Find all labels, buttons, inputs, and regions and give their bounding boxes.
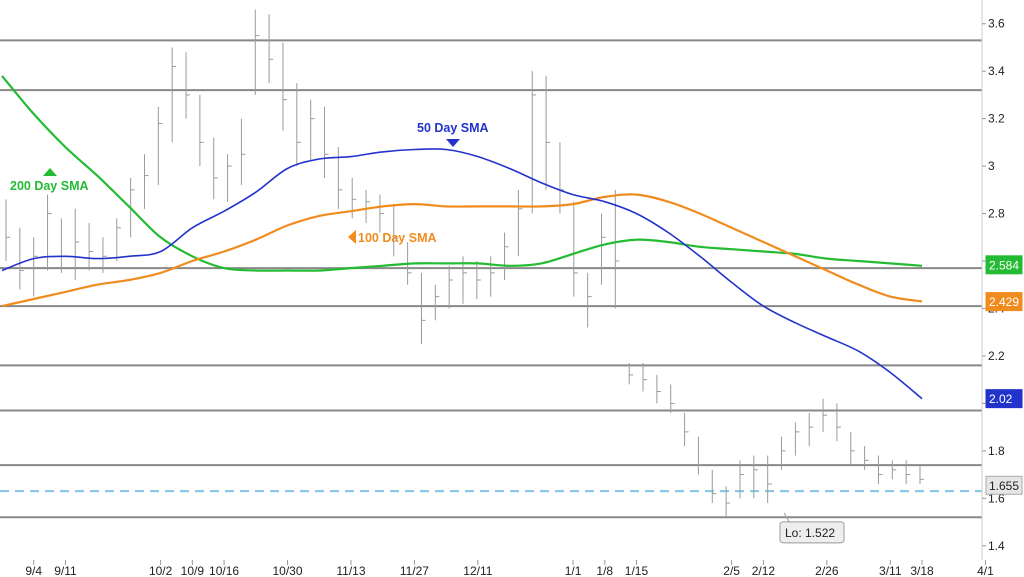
50-day-sma-down-triangle-icon xyxy=(446,139,460,147)
price-badge-label-3: 1.655 xyxy=(989,479,1019,493)
sma-lines xyxy=(1,75,923,400)
100-day-sma-left-triangle-icon xyxy=(348,230,356,244)
200-day-sma-annotation: 200 Day SMA xyxy=(10,179,89,193)
y-tick-label-4: 2.2 xyxy=(988,349,1005,363)
x-tick-label-13: 2/12 xyxy=(752,564,776,577)
y-tick-label-11: 3.6 xyxy=(988,17,1005,31)
price-badge-0 xyxy=(985,255,1023,275)
y-tick-label-7: 2.8 xyxy=(988,207,1005,221)
x-tick-label-7: 11/27 xyxy=(400,564,429,577)
y-tick-label-10: 3.4 xyxy=(988,64,1005,78)
x-tick-label-11: 1/15 xyxy=(625,564,649,577)
y-tick-label-2: 1.8 xyxy=(988,444,1005,458)
low-label: Lo: 1.522 xyxy=(785,526,835,540)
price-badge-label-0: 2.584 xyxy=(989,258,1019,272)
price-badge-3 xyxy=(985,475,1023,495)
x-tick-label-15: 3/11 xyxy=(879,564,902,577)
y-tick-label-9: 3.2 xyxy=(988,112,1005,126)
x-tick-label-12: 2/5 xyxy=(723,564,740,577)
price-badges: 2.584 2.429 2.02 1.655 xyxy=(985,255,1023,495)
x-tick-label-1: 9/11 xyxy=(54,564,77,577)
x-tick-label-3: 10/9 xyxy=(181,564,205,577)
price-badge-1 xyxy=(985,292,1023,312)
100-day-sma-line xyxy=(1,193,923,308)
low-label-group: Lo: 1.522 xyxy=(779,512,845,544)
price-bars xyxy=(5,9,924,518)
100-day-sma-annotation: 100 Day SMA xyxy=(358,231,437,245)
x-tick-label-2: 10/2 xyxy=(149,564,173,577)
200-day-sma-line xyxy=(1,75,923,272)
x-tick-label-4: 10/16 xyxy=(209,564,239,577)
price-badge-label-1: 2.429 xyxy=(989,295,1019,309)
x-axis: 9/4 9/11 10/2 10/9 10/16 10/30 11/13 11/27 12/11… xyxy=(25,560,994,577)
x-tick-label-10: 1/8 xyxy=(596,564,613,577)
price-badge-2 xyxy=(985,389,1023,409)
y-tick-label-0: 1.4 xyxy=(988,539,1005,553)
y-tick-label-1: 1.6 xyxy=(988,491,1005,505)
x-tick-label-9: 1/1 xyxy=(565,564,582,577)
y-tick-label-8: 3 xyxy=(988,159,995,173)
200-day-sma-up-triangle-icon xyxy=(43,168,57,176)
50-day-sma-annotation: 50 Day SMA xyxy=(417,121,489,135)
sma-annotations: 200 Day SMA 100 Day SMA 50 Day SMA xyxy=(10,121,489,245)
x-tick-label-0: 9/4 xyxy=(25,564,42,577)
price-badge-label-2: 2.02 xyxy=(989,392,1013,406)
x-tick-label-5: 10/30 xyxy=(273,564,303,577)
x-tick-label-17: 4/1 xyxy=(977,564,994,577)
x-tick-label-6: 11/13 xyxy=(336,564,365,577)
low-label-box xyxy=(779,521,845,544)
50-day-sma-line xyxy=(1,148,923,400)
x-tick-label-14: 2/26 xyxy=(815,564,839,577)
x-tick-label-8: 12/11 xyxy=(463,564,492,577)
x-tick-label-16: 3/18 xyxy=(910,564,934,577)
